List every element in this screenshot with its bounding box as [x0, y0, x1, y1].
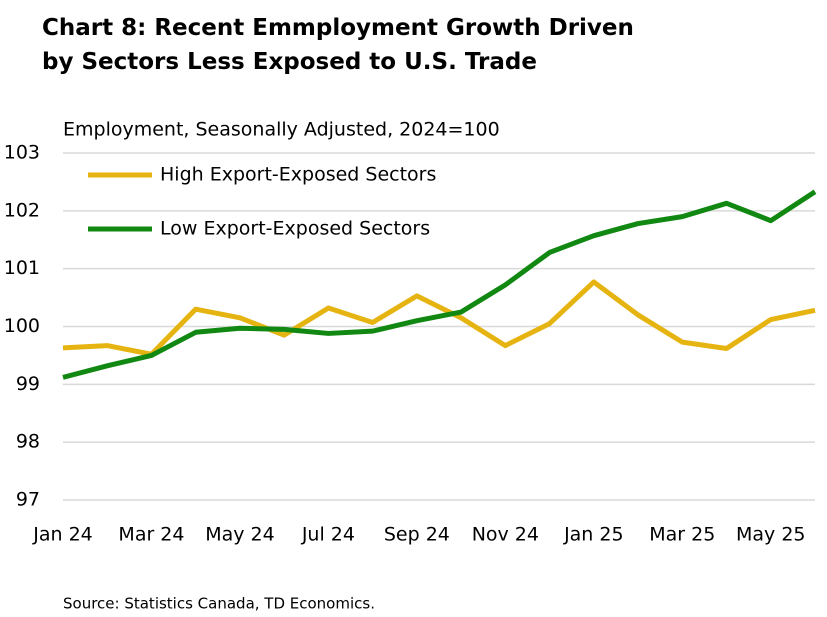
y-tick-label: 103: [4, 142, 40, 164]
x-tick-label: Jan 25: [563, 524, 624, 546]
chart-title: Chart 8: Recent Emmployment Growth Drive…: [42, 15, 634, 41]
y-tick-label: 102: [4, 199, 40, 221]
y-tick-label: 97: [16, 489, 40, 511]
x-tick-label: Jul 24: [301, 524, 355, 546]
source: Source: Statistics Canada, TD Economics.: [63, 595, 375, 613]
x-tick-label: May 25: [736, 524, 806, 546]
y-tick-label: 99: [16, 373, 40, 395]
x-tick-label: Jan 24: [32, 524, 93, 546]
legend-label: Low Export-Exposed Sectors: [160, 218, 430, 240]
x-tick-label: Mar 25: [649, 524, 715, 546]
legend-label: High Export-Exposed Sectors: [160, 164, 436, 186]
x-tick-label: Sep 24: [384, 524, 450, 546]
y-tick-label: 101: [4, 257, 40, 279]
x-tick-label: Mar 24: [118, 524, 184, 546]
y-tick-label: 100: [4, 315, 40, 337]
x-tick-label: Nov 24: [472, 524, 539, 546]
subtitle: Employment, Seasonally Adjusted, 2024=10…: [63, 119, 500, 141]
x-tick-label: May 24: [205, 524, 275, 546]
data-line: [62, 189, 817, 380]
y-tick-label: 98: [16, 431, 40, 453]
data-line: [62, 279, 816, 357]
chart-title: by Sectors Less Exposed to U.S. Trade: [42, 49, 537, 75]
